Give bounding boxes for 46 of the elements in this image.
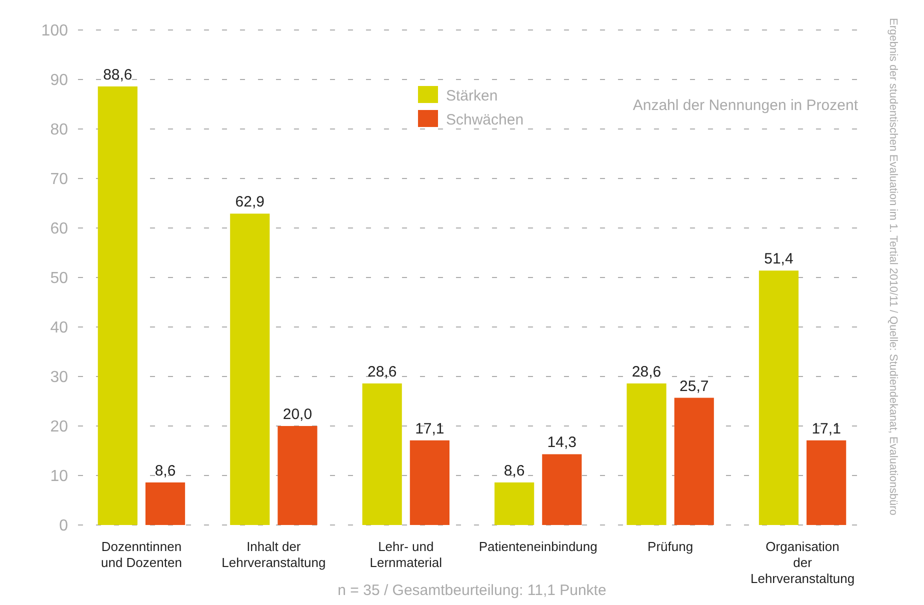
y-tick-label: 60	[50, 220, 68, 238]
y-tick-label: 10	[50, 468, 68, 486]
y-tick-label: 0	[59, 518, 68, 535]
data-label: 8,6	[154, 462, 176, 480]
x-tick-label: Inhalt der Lehrveranstaltung	[222, 539, 326, 570]
x-tick-label: Dozenntinnen und Dozenten	[100, 539, 182, 570]
bar	[98, 86, 138, 525]
y-tick-label: 90	[50, 72, 68, 90]
y-tick-label: 40	[50, 320, 68, 337]
x-tick-label: Organisation der Lehrveranstaltung	[750, 539, 855, 586]
bar	[758, 270, 799, 525]
data-label: 17,1	[415, 420, 444, 438]
data-label: 17,1	[812, 420, 841, 438]
data-label: 25,7	[680, 378, 709, 395]
data-label: 28,6	[632, 363, 662, 380]
data-label: 62,9	[235, 194, 264, 211]
y-tick-label: 20	[50, 418, 68, 436]
y-tick-label: 70	[50, 171, 68, 188]
legend-label: Stärken	[446, 87, 498, 104]
data-label: 8,6	[504, 462, 525, 480]
legend-label: Schwächen	[446, 111, 524, 128]
y-tick-label: 30	[50, 369, 68, 386]
data-label: 88,6	[103, 66, 132, 84]
x-tick-label: Lehr- und Lernmaterial	[370, 539, 442, 570]
bar	[626, 383, 666, 525]
bar	[278, 426, 318, 525]
x-tick-label: Patienteneinbindung	[478, 539, 598, 554]
text: n = 35 / Gesamtbeurteilung: 11,1 Punkte	[338, 582, 606, 599]
data-label: 14,3	[547, 434, 577, 452]
x-tick-label: Prüfung	[648, 539, 694, 554]
y-tick-label: 80	[50, 122, 68, 139]
annotation: Anzahl der Nennungen in Prozent	[632, 97, 859, 114]
data-label: 28,6	[367, 363, 397, 380]
bar	[230, 214, 270, 525]
bar	[494, 482, 534, 525]
y-tick-label: 50	[50, 270, 68, 288]
data-label: 20,0	[282, 406, 312, 423]
data-label: 51,4	[764, 250, 794, 268]
y-tick-label: 100	[41, 22, 68, 40]
bar	[674, 398, 714, 525]
bar	[362, 383, 402, 525]
bar	[410, 440, 450, 525]
bar	[806, 440, 846, 525]
bar	[542, 454, 582, 525]
text: Ergebnis der studentischen Evaluation im 1. Tertial 2010/11 / Quelle: Studiendekanat, Evaluationsbüro	[887, 18, 899, 516]
bar	[145, 482, 186, 525]
